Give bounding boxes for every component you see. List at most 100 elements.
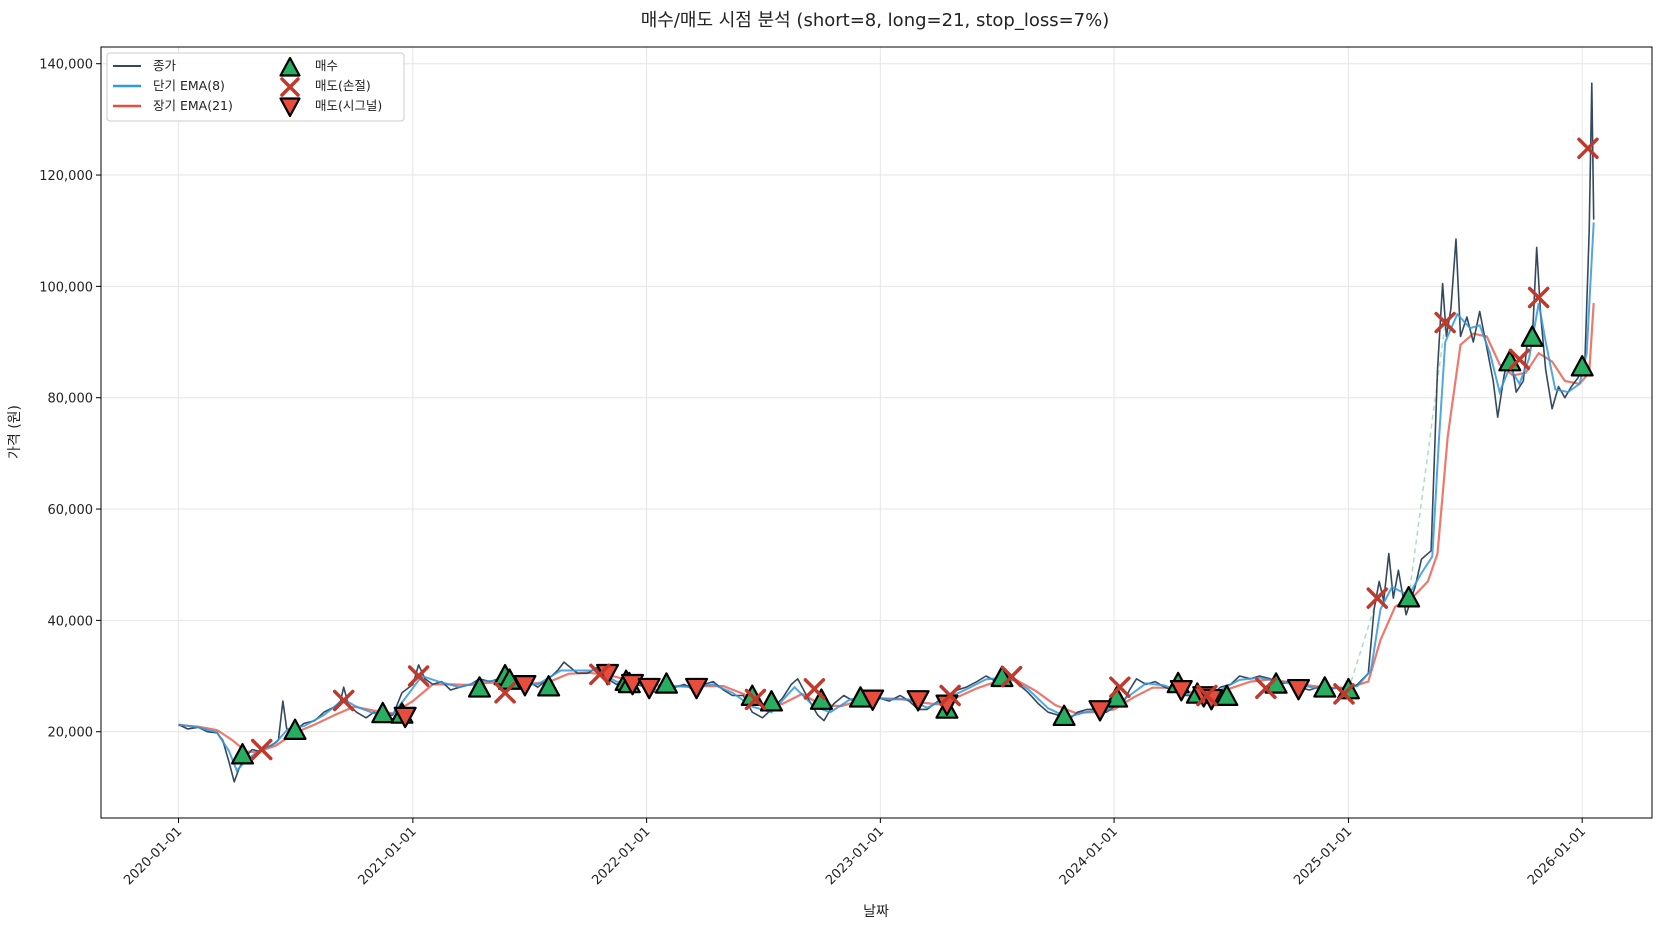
buy-marker bbox=[1313, 676, 1337, 698]
x-tick-label: 2024-01-01 bbox=[1057, 824, 1121, 888]
sell-stop-marker bbox=[1508, 348, 1531, 371]
stop-loss-x-stroke bbox=[250, 738, 273, 761]
stop-loss-x-stroke bbox=[1196, 684, 1218, 707]
buy-marker bbox=[230, 742, 255, 765]
series-line-ema-long bbox=[178, 303, 1595, 754]
legend-stop-x bbox=[280, 77, 300, 97]
legend: 종가 단기 EMA(8) 장기 EMA(21) 매수 매도(손절) 매도(시그널… bbox=[106, 52, 405, 122]
sell-signal-marker bbox=[1088, 700, 1112, 722]
series-line-close bbox=[178, 82, 1595, 783]
y-tick-label: 40,000 bbox=[48, 614, 94, 629]
buy-marker bbox=[537, 675, 561, 697]
y-tick-label: 120,000 bbox=[39, 169, 93, 184]
grid-layer bbox=[101, 47, 1652, 818]
x-axis-label: 날짜 bbox=[863, 904, 889, 920]
stop-loss-x-stroke bbox=[494, 681, 516, 704]
sell-stop-marker bbox=[1577, 137, 1599, 160]
legend-label-ema-short: 단기 EMA(8) bbox=[153, 78, 225, 93]
sell-stop-marker bbox=[744, 688, 767, 711]
sell-signal-marker bbox=[685, 677, 709, 700]
x-tick-label: 2022-01-01 bbox=[589, 824, 653, 888]
stop-loss-x-stroke bbox=[1255, 677, 1277, 700]
plot-frame bbox=[100, 46, 1653, 819]
buy-marker bbox=[809, 688, 833, 710]
sell-stop-marker bbox=[1255, 677, 1277, 700]
sell-stop-marker bbox=[803, 678, 826, 700]
sell-stop-marker bbox=[407, 665, 430, 687]
stop-loss-x-stroke bbox=[1577, 137, 1599, 160]
legend-signal-triangle bbox=[279, 97, 301, 118]
sell-stop-marker bbox=[1000, 665, 1023, 688]
y-tick-label: 20,000 bbox=[48, 726, 94, 741]
x-tick-label: 2025-01-01 bbox=[1291, 824, 1355, 888]
series-line-gap-line bbox=[1347, 597, 1379, 691]
x-tick-label: 2020-01-01 bbox=[121, 824, 185, 888]
legend-marker-sell-signal bbox=[279, 97, 301, 118]
legend-buy-triangle bbox=[279, 56, 301, 77]
stop-loss-x-stroke bbox=[939, 684, 961, 707]
sell-signal-marker bbox=[861, 689, 885, 711]
series-line-ema-short bbox=[178, 222, 1595, 773]
legend-box bbox=[106, 52, 405, 122]
sell-stop-marker bbox=[1196, 684, 1218, 707]
sell-signal-marker bbox=[620, 673, 645, 696]
x-tick-label: 2026-01-01 bbox=[1525, 824, 1589, 888]
stop-loss-x-stroke bbox=[744, 688, 767, 711]
sell-signal-marker bbox=[513, 675, 537, 697]
stop-loss-x-stroke bbox=[1333, 683, 1355, 705]
sell-signal-marker bbox=[637, 677, 661, 700]
sell-stop-marker bbox=[250, 738, 273, 761]
axis-layer: 2020-01-01 2021-01-01 2022-01-01 2023-01-01… bbox=[39, 58, 1589, 889]
marker-layer bbox=[230, 137, 1599, 765]
stop-loss-x-stroke bbox=[1000, 665, 1023, 688]
stop-loss-x-stroke bbox=[1434, 311, 1456, 334]
buy-marker bbox=[1520, 325, 1544, 347]
sell-stop-marker bbox=[1333, 683, 1355, 705]
data-layer bbox=[178, 82, 1595, 783]
sell-stop-marker bbox=[332, 689, 355, 712]
legend-label-sell-signal: 매도(시그널) bbox=[315, 98, 382, 113]
legend-label-sell-stop: 매도(손절) bbox=[315, 78, 371, 93]
sell-stop-marker bbox=[1434, 311, 1456, 334]
legend-marker-buy bbox=[279, 56, 301, 77]
sell-stop-marker bbox=[1527, 286, 1550, 309]
legend-label-ema-long: 장기 EMA(21) bbox=[153, 98, 233, 113]
y-axis-label: 가격 (원) bbox=[7, 405, 23, 459]
legend-label-close: 종가 bbox=[153, 58, 177, 73]
buy-marker bbox=[371, 701, 395, 724]
stop-loss-x-stroke bbox=[1527, 286, 1550, 309]
stop-loss-x-stroke bbox=[280, 77, 300, 97]
sell-stop-marker bbox=[1109, 676, 1131, 698]
sell-signal-marker bbox=[906, 690, 930, 712]
buy-marker bbox=[654, 672, 679, 694]
stop-loss-x-stroke bbox=[803, 678, 826, 700]
buy-marker bbox=[1570, 354, 1594, 377]
sell-stop-marker bbox=[589, 663, 611, 686]
stop-loss-x-stroke bbox=[332, 689, 355, 712]
buy-marker bbox=[1397, 586, 1421, 608]
legend-marker-sell-stop bbox=[280, 77, 300, 97]
sell-signal-marker bbox=[1286, 678, 1311, 701]
buy-marker bbox=[759, 690, 784, 712]
sell-stop-marker bbox=[494, 681, 516, 704]
x-tick-label: 2021-01-01 bbox=[356, 824, 420, 888]
legend-label-buy: 매수 bbox=[315, 58, 338, 73]
y-tick-label: 60,000 bbox=[48, 503, 94, 518]
stop-loss-x-stroke bbox=[407, 665, 430, 687]
y-tick-label: 80,000 bbox=[48, 392, 94, 407]
series-line-gap-line bbox=[1407, 322, 1446, 599]
stop-loss-x-stroke bbox=[1109, 676, 1131, 698]
buy-marker bbox=[467, 676, 492, 698]
buy-marker bbox=[1052, 704, 1076, 727]
sell-signal-marker bbox=[393, 706, 417, 729]
buy-marker bbox=[283, 718, 307, 740]
y-tick-label: 140,000 bbox=[39, 58, 93, 73]
sell-stop-marker bbox=[939, 684, 961, 707]
stop-loss-x-stroke bbox=[1366, 587, 1389, 609]
sell-signal-marker bbox=[1169, 680, 1193, 702]
y-tick-label: 100,000 bbox=[39, 280, 93, 295]
x-tick-label: 2023-01-01 bbox=[823, 824, 887, 888]
sell-stop-marker bbox=[1366, 587, 1389, 609]
stop-loss-x-stroke bbox=[1508, 348, 1531, 371]
